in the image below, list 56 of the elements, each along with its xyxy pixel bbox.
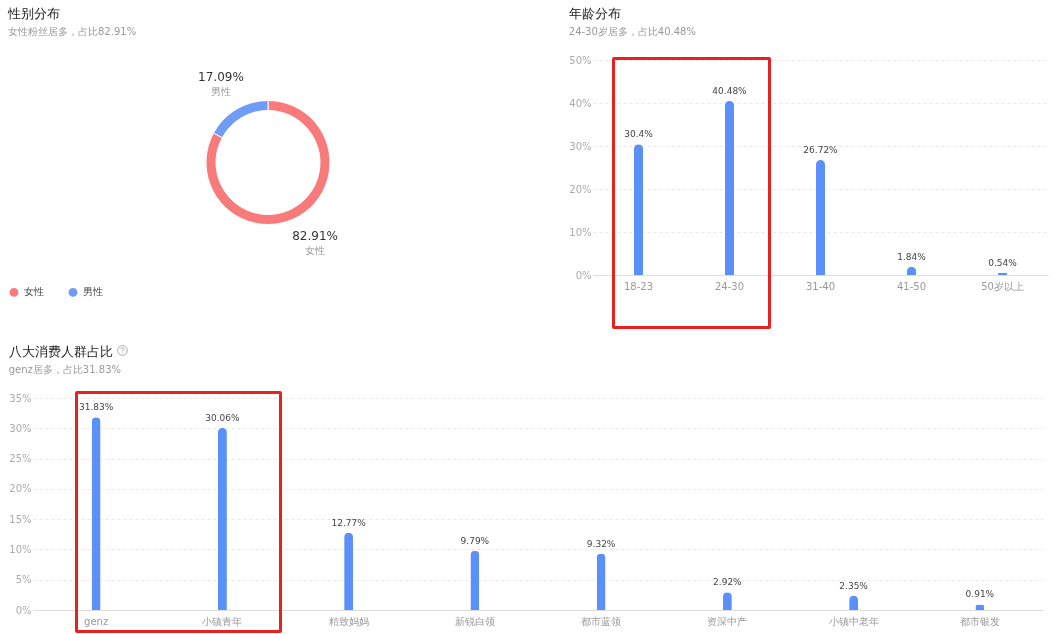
y-tick-label: 20% [9, 483, 32, 495]
data-label: 0.54% [988, 257, 1018, 268]
y-tick-label: 50% [569, 54, 592, 66]
x-tick-label: 50岁以上 [981, 280, 1024, 292]
x-tick-label: 18-23 [623, 280, 654, 292]
y-tick-label: 25% [9, 453, 32, 465]
x-tick-label: 小镇中老年 [828, 615, 879, 627]
chart-subtitle: genz居多，占比31.83% [8, 364, 121, 375]
x-tick-label: 都市蓝领 [581, 615, 622, 627]
data-label: 2.35% [839, 580, 869, 591]
chart-subtitle: 24-30岁居多，占比40.48% [568, 26, 696, 37]
y-tick-label: 40% [569, 97, 592, 109]
x-tick-label: 24-30 [714, 280, 745, 292]
y-tick-label: 15% [9, 513, 32, 525]
data-label: 30.06% [205, 412, 240, 423]
chart-title: 性别分布 [7, 6, 60, 21]
y-tick-label: 0% [15, 604, 32, 616]
y-tick-label: 20% [569, 183, 592, 195]
legend-label: 女性 [24, 286, 44, 298]
y-tick-label: 30% [9, 422, 32, 434]
y-tick-label: 35% [9, 392, 32, 404]
x-tick-label: 小镇青年 [202, 615, 243, 627]
bar [816, 160, 825, 275]
slice-label: 男性 [210, 86, 231, 98]
data-label: 1.84% [897, 252, 927, 263]
chart-title: 年龄分布 [568, 6, 621, 21]
data-label: 2.92% [713, 577, 743, 588]
slice-label: 女性 [305, 244, 326, 256]
data-label: 26.72% [803, 145, 839, 156]
chart-title: 八大消费人群占比 [8, 344, 113, 359]
y-tick-label: 5% [15, 574, 32, 586]
x-tick-label: 41-50 [896, 280, 927, 292]
data-label: 30.4% [624, 129, 654, 140]
x-tick-label: genz [84, 615, 109, 627]
y-tick-label: 10% [569, 226, 592, 238]
bar [634, 144, 643, 275]
y-tick-label: 0% [575, 269, 592, 281]
x-tick-label: 31-40 [805, 280, 836, 292]
legend-label: 男性 [83, 286, 103, 298]
data-label: 0.91% [965, 589, 995, 600]
y-tick-label: 30% [569, 140, 592, 152]
data-label: 9.32% [586, 538, 616, 549]
donut-slice [205, 100, 331, 225]
x-tick-label: 新锐白领 [454, 615, 495, 627]
data-label: 40.48% [712, 85, 748, 96]
data-label: 12.77% [331, 517, 367, 528]
x-tick-label: 都市银发 [959, 615, 1000, 627]
data-label: 82.91% [292, 228, 338, 243]
data-label: 31.83% [78, 402, 114, 413]
x-tick-label: 资深中产 [707, 615, 748, 627]
bar [725, 100, 734, 275]
chart-subtitle: 女性粉丝居多，占比82.91% [8, 26, 137, 37]
data-label: 9.79% [460, 535, 490, 546]
y-tick-label: 10% [9, 543, 32, 555]
x-tick-label: 精致妈妈 [328, 615, 369, 627]
data-label: 17.09% [198, 70, 244, 85]
